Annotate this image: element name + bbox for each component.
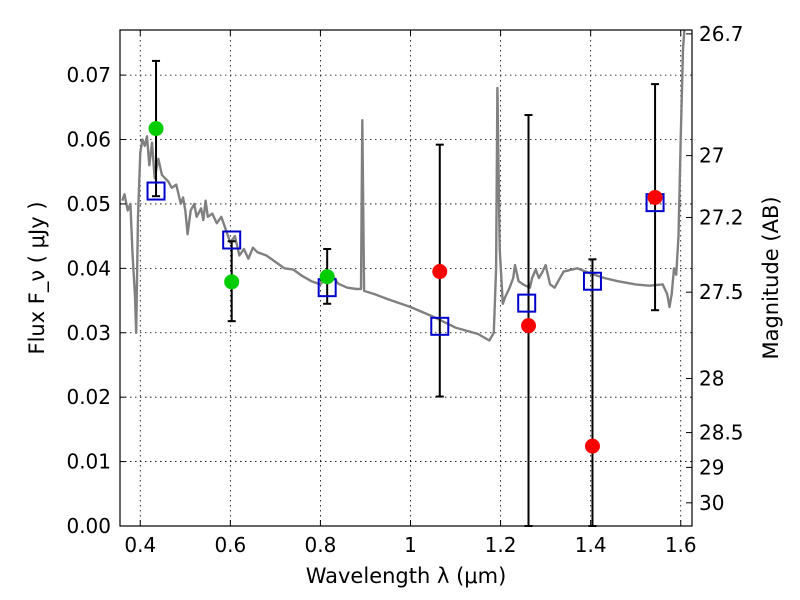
observed-flux-point	[148, 121, 164, 137]
right-tick-label: 26.7	[699, 22, 744, 46]
right-tick-label: 29	[699, 455, 724, 479]
y-tick-label: 0.05	[66, 192, 111, 216]
observed-points-layer	[148, 121, 663, 454]
error-bars-layer	[152, 59, 660, 527]
x-axis-ticks: 0.4 0.6 0.8 1 1.2 1.4 1.6	[124, 30, 697, 557]
observed-flux-point	[647, 189, 663, 205]
y-tick-label: 0.06	[66, 128, 111, 152]
right-axis-title: Magnitude (AB)	[759, 196, 783, 359]
model-flux-square	[430, 316, 450, 336]
y-tick-label: 0.04	[66, 256, 111, 280]
y-axis-title: Flux F_ν ( μJy )	[25, 201, 50, 354]
plot-frame	[119, 29, 693, 527]
x-tick-label: 1.4	[575, 533, 607, 557]
y-axis-ticks: 0.00 0.01 0.02 0.03 0.04 0.05 0.06 0.07	[66, 63, 126, 538]
y-tick-label: 0.07	[66, 63, 111, 87]
x-tick-label: 0.4	[124, 533, 156, 557]
right-tick-label: 28.5	[699, 421, 744, 445]
x-tick-label: 1.2	[485, 533, 517, 557]
observed-flux-point	[319, 269, 335, 285]
right-tick-label: 27.5	[699, 280, 744, 304]
x-tick-label: 0.6	[214, 533, 246, 557]
right-tick-label: 27.2	[699, 205, 744, 229]
y-tick-label: 0.03	[66, 321, 111, 345]
observed-flux-point	[224, 274, 240, 290]
model-flux-square	[146, 181, 166, 201]
template-sed-layer	[121, 30, 686, 342]
model-points-layer	[146, 181, 665, 336]
observed-flux-point	[521, 318, 537, 334]
right-tick-label: 27	[699, 144, 724, 168]
observed-flux-point	[584, 438, 600, 454]
right-tick-label: 28	[699, 366, 724, 390]
x-tick-label: 1.6	[665, 533, 697, 557]
x-tick-label: 1	[404, 533, 417, 557]
y-tick-label: 0.01	[66, 450, 111, 474]
y-tick-label: 0.02	[66, 385, 111, 409]
model-flux-square	[222, 230, 242, 250]
right-axis-ticks: 26.7 27 27.2 27.5 28 28.5 29 30	[686, 22, 744, 515]
model-flux-square	[582, 271, 602, 291]
x-tick-label: 0.8	[305, 533, 337, 557]
y-tick-label: 0.00	[66, 514, 111, 538]
model-flux-square	[517, 293, 537, 313]
right-tick-label: 30	[699, 491, 724, 515]
template-sed-line	[121, 30, 686, 342]
grid-lines	[120, 30, 692, 526]
x-axis-title: Wavelength λ (μm)	[306, 564, 507, 588]
observed-flux-point	[432, 264, 448, 280]
